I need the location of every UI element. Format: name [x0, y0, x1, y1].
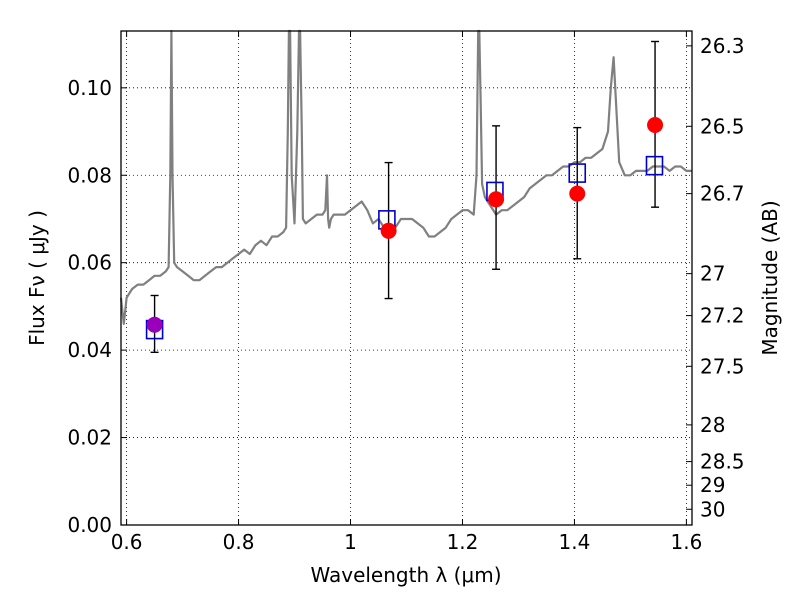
magnitude-tick-label: 27.5: [700, 354, 745, 378]
spectrum-line: [119, 29, 692, 325]
magnitude-tick-label: 26.7: [700, 182, 745, 206]
observed-flux-point: [488, 191, 505, 208]
x-tick-label: 1.2: [447, 530, 479, 554]
x-tick-label: 0.8: [223, 530, 255, 554]
observed-flux-point: [569, 185, 586, 202]
y-tick-label: 0.00: [67, 513, 112, 537]
grid: [121, 31, 692, 526]
x-tick-label: 1: [344, 530, 357, 554]
marker-layer: [145, 40, 664, 354]
x-tick-label: 1.4: [559, 530, 591, 554]
magnitude-tick-label: 27.2: [700, 304, 745, 328]
observed-flux-point: [647, 116, 664, 133]
magnitude-tick-label: 26.3: [700, 34, 745, 58]
y-axis-title-left: Flux Fν ( μJy ): [25, 210, 49, 346]
x-tick-label: 0.6: [111, 530, 143, 554]
plot-frame: [120, 30, 693, 526]
y-tick-label: 0.02: [67, 426, 112, 450]
tick-layer: 0.6 0.8 1 1.2 1.4 1.6 0.00 0.02 0.04 0.06 0.08 0.10…: [67, 31, 745, 554]
observed-flux-point: [380, 222, 397, 239]
observed-flux-point: [146, 316, 163, 333]
magnitude-tick-label: 28: [700, 413, 725, 437]
model-photometry-square: [568, 163, 587, 183]
magnitude-tick-label: 26.5: [700, 114, 745, 138]
spectrum-layer: [119, 29, 692, 325]
x-axis-title: Wavelength λ (μm): [310, 563, 501, 587]
magnitude-tick-label: 28.5: [700, 450, 745, 474]
x-tick-label: 1.6: [670, 530, 702, 554]
y-tick-label: 0.06: [67, 251, 112, 275]
magnitude-tick-label: 29: [700, 473, 725, 497]
y-tick-label: 0.08: [67, 163, 112, 187]
y-axis-title-right: Magnitude (AB): [758, 200, 782, 355]
magnitude-tick-label: 27: [700, 262, 725, 286]
magnitude-tick-label: 30: [700, 497, 725, 521]
y-tick-label: 0.04: [67, 338, 112, 362]
model-photometry-square: [645, 155, 664, 176]
y-tick-label: 0.10: [67, 76, 112, 100]
